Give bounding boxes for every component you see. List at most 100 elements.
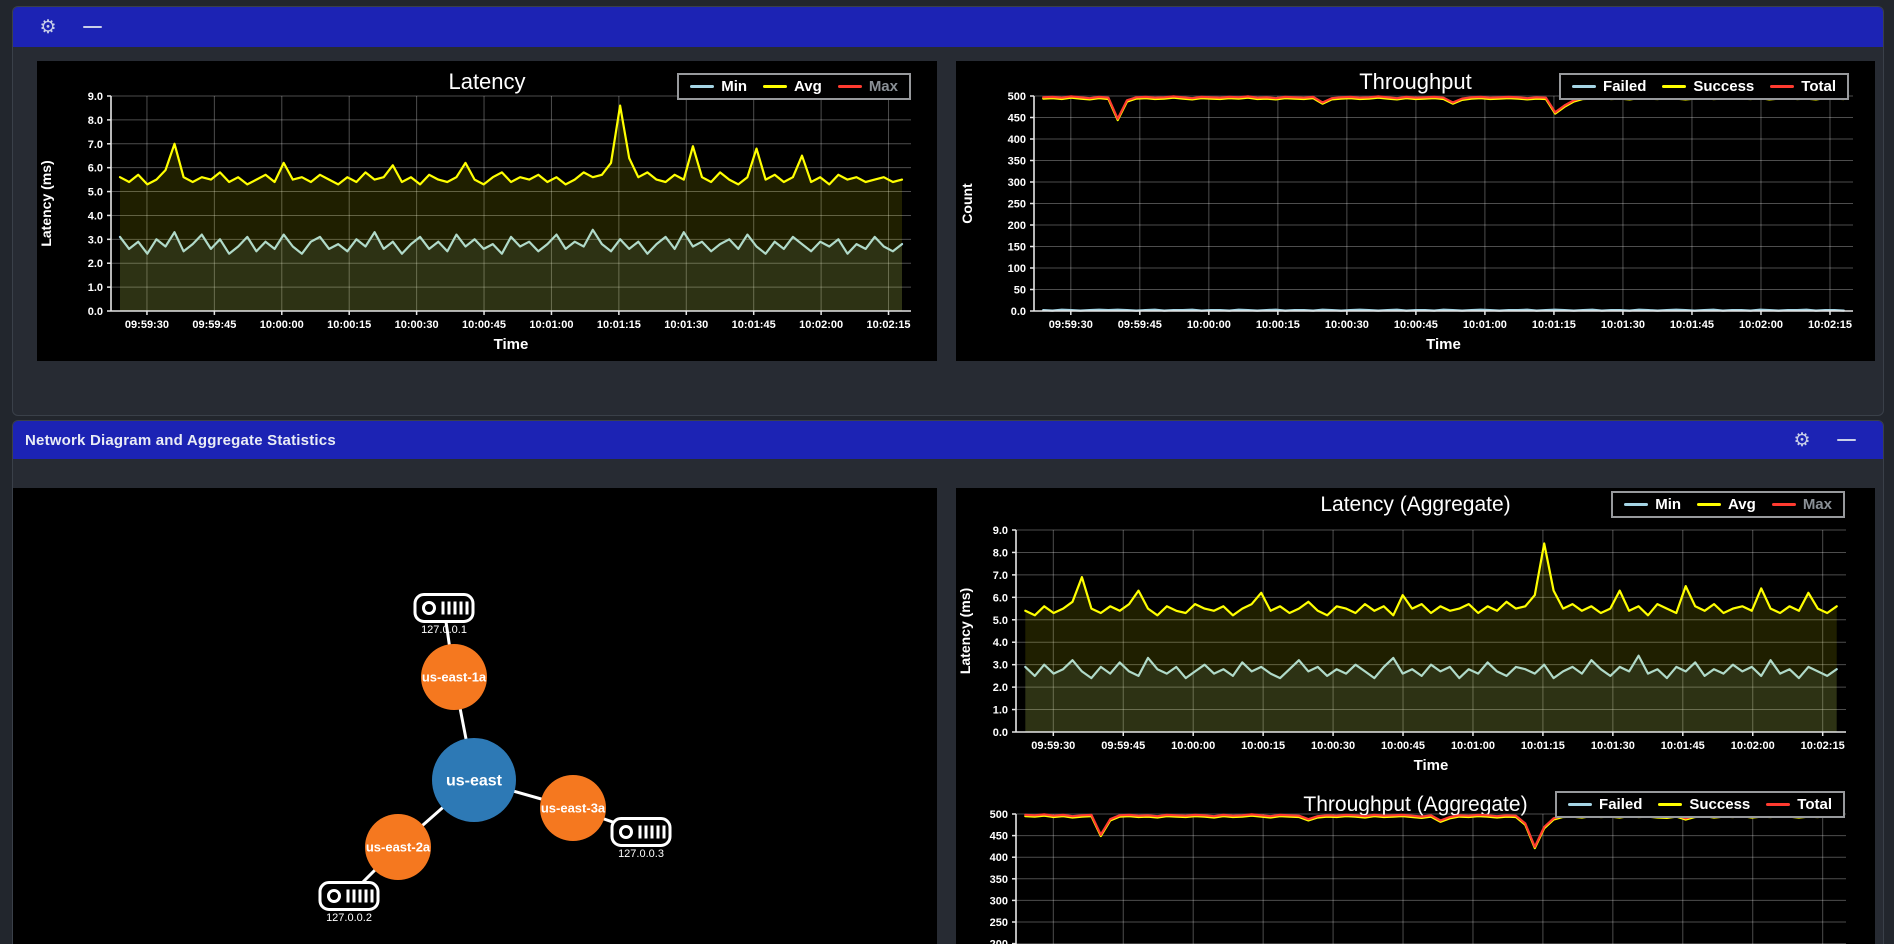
legend-item-max[interactable]: Max xyxy=(837,78,898,95)
panel1-minimize-button[interactable] xyxy=(77,12,107,42)
minimize-icon xyxy=(1836,439,1856,441)
host-label: 127.0.0.1 xyxy=(421,624,467,636)
legend-swatch xyxy=(690,84,715,89)
y-tick-label: 500 xyxy=(1008,91,1026,103)
panel1-settings-button[interactable]: ⚙ xyxy=(33,12,63,42)
x-tick-label: 10:01:45 xyxy=(732,319,776,331)
x-tick-label: 10:01:15 xyxy=(597,319,641,331)
y-tick-label: 450 xyxy=(1008,113,1026,125)
x-tick-label: 10:01:00 xyxy=(1463,319,1507,331)
y-tick-label: 400 xyxy=(1008,134,1026,146)
panel2-title: Network Diagram and Aggregate Statistics xyxy=(25,431,336,449)
y-tick-label: 350 xyxy=(1008,156,1026,168)
node-us-east-2a[interactable]: us-east-2a xyxy=(365,814,431,880)
host-label: 127.0.0.2 xyxy=(326,912,372,924)
x-tick-label: 10:00:30 xyxy=(395,319,439,331)
chart-title: Throughput xyxy=(1359,69,1472,94)
throughput-plot[interactable]: 0.0 50 100 150 200 250 300 350 400 450 500 09:59:30… xyxy=(956,61,1875,361)
legend-item-total[interactable]: Total xyxy=(1766,796,1832,813)
x-tick-label: 10:01:30 xyxy=(1601,319,1645,331)
y-tick-label: 7.0 xyxy=(993,570,1008,582)
grid xyxy=(111,95,911,312)
panel2-minimize-button[interactable] xyxy=(1831,425,1861,455)
node-us-east-1a[interactable]: us-east-1a xyxy=(421,644,487,710)
x-tick-label: 10:01:45 xyxy=(1661,740,1705,752)
series-line-avg xyxy=(1024,542,1838,617)
legend-label: Failed xyxy=(1603,78,1647,95)
legend-label: Total xyxy=(1797,796,1832,813)
y-axis-label: Count xyxy=(959,183,975,224)
zone-circle xyxy=(540,775,606,841)
x-tick-label: 10:00:15 xyxy=(1241,740,1285,752)
chart-title: Latency xyxy=(448,69,526,94)
legend-label: Avg xyxy=(794,78,822,95)
chart-throughput-aggregate: Throughput (Aggregate) Failed Success Tota… xyxy=(956,788,1875,944)
node-host-2[interactable]: 127.0.0.2 xyxy=(318,881,380,925)
legend-swatch xyxy=(1697,502,1722,507)
legend-item-total[interactable]: Total xyxy=(1770,78,1836,95)
chart-latency-aggregate: Latency (Aggregate) Min Avg Max 0.0 1.0 2.0 3… xyxy=(956,488,1875,788)
y-tick-label: 450 xyxy=(990,831,1008,843)
y-tick-label: 250 xyxy=(990,917,1008,929)
panel1-header-controls: ⚙ xyxy=(13,12,107,42)
legend-swatch xyxy=(1770,84,1795,89)
legend-swatch xyxy=(837,84,862,89)
legend-swatch xyxy=(1568,802,1593,807)
x-tick-label: 10:00:00 xyxy=(260,319,304,331)
series-group xyxy=(118,104,904,311)
series-fill-avg xyxy=(1025,543,1837,732)
y-tick-label: 400 xyxy=(990,852,1008,864)
series-fill-min xyxy=(120,229,902,311)
y-tick-label: 300 xyxy=(990,895,1008,907)
legend-item-success[interactable]: Success xyxy=(1658,796,1750,813)
axes: 0.05010015020025030035040045050009:59:30… xyxy=(990,809,1017,944)
x-tick-label: 10:00:30 xyxy=(1325,319,1369,331)
x-tick-label: 10:01:45 xyxy=(1670,319,1714,331)
y-tick-label: 3.0 xyxy=(88,234,103,246)
x-tick-label: 09:59:45 xyxy=(192,319,236,331)
y-tick-label: 2.0 xyxy=(88,258,103,270)
chart-title: Throughput (Aggregate) xyxy=(1303,793,1528,816)
node-us-east-3a[interactable]: us-east-3a xyxy=(540,775,606,841)
x-tick-label: 10:01:00 xyxy=(1451,740,1495,752)
y-tick-label: 8.0 xyxy=(88,115,103,127)
x-axis-label: Time xyxy=(1426,336,1461,353)
legend-item-success[interactable]: Success xyxy=(1662,78,1754,95)
series-fill-avg xyxy=(120,105,902,311)
chart-legend: Min Avg Max xyxy=(677,73,911,100)
x-tick-label: 10:00:00 xyxy=(1171,740,1215,752)
legend-item-min[interactable]: Min xyxy=(690,78,747,95)
x-tick-label: 10:00:15 xyxy=(1256,319,1300,331)
legend-item-min[interactable]: Min xyxy=(1624,496,1681,513)
latency-plot[interactable]: 0.0 1.0 2.0 3.0 4.0 5.0 6.0 7.0 8.0 9.0 09:59:30 09… xyxy=(37,61,937,361)
node-us-east[interactable]: us-east xyxy=(432,738,516,822)
series-line-success xyxy=(1042,96,1845,122)
latency-aggregate-plot[interactable]: 0.0 1.0 2.0 3.0 4.0 5.0 6.0 7.0 8.0 9.0 09:59:30 09… xyxy=(956,488,1875,788)
legend-item-avg[interactable]: Avg xyxy=(1697,496,1756,513)
legend-label: Total xyxy=(1801,78,1836,95)
y-tick-label: 500 xyxy=(990,809,1008,821)
legend-swatch xyxy=(1766,802,1791,807)
node-host-3[interactable]: 127.0.0.3 xyxy=(610,817,672,861)
legend-item-failed[interactable]: Failed xyxy=(1568,796,1642,813)
host-icon-led xyxy=(619,825,633,839)
host-label: 127.0.0.3 xyxy=(618,848,664,860)
legend-item-max[interactable]: Max xyxy=(1771,496,1832,513)
x-tick-label: 10:01:15 xyxy=(1532,319,1576,331)
zone-circle xyxy=(421,644,487,710)
node-host-1[interactable]: 127.0.0.1 xyxy=(413,593,475,637)
x-tick-label: 10:00:45 xyxy=(1394,319,1438,331)
network-diagram[interactable]: us-east us-east-1a us-east-2a us-east-3a 127… xyxy=(13,488,937,944)
y-tick-label: 8.0 xyxy=(993,547,1008,559)
y-tick-label: 350 xyxy=(990,874,1008,886)
chart-legend: Failed Success Total xyxy=(1559,73,1849,100)
x-tick-label: 10:02:15 xyxy=(1808,319,1852,331)
zone-circle xyxy=(365,814,431,880)
axes: 0.0 1.0 2.0 3.0 4.0 5.0 6.0 7.0 8.0 9.0 09:59:30 09… xyxy=(38,91,911,353)
y-tick-label: 6.0 xyxy=(993,592,1008,604)
legend-item-avg[interactable]: Avg xyxy=(763,78,822,95)
y-tick-label: 6.0 xyxy=(88,163,103,175)
legend-item-failed[interactable]: Failed xyxy=(1572,78,1646,95)
panel2-settings-button[interactable]: ⚙ xyxy=(1787,425,1817,455)
